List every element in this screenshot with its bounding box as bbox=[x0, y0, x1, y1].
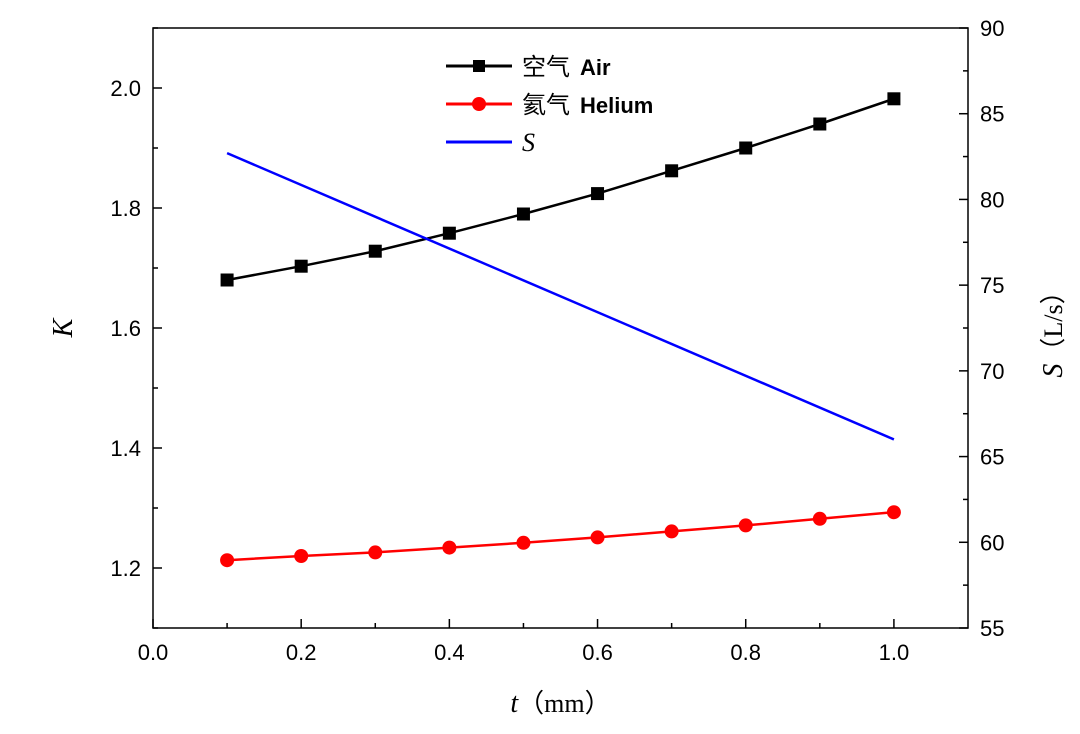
data-point bbox=[294, 259, 308, 273]
y-right-tick-label: 55 bbox=[980, 616, 1004, 641]
legend-label-air-cn: 空气 bbox=[522, 53, 570, 81]
data-point bbox=[368, 545, 383, 560]
series-line bbox=[226, 97, 895, 282]
series-line bbox=[226, 151, 895, 441]
x-tick-label: 0.2 bbox=[286, 640, 317, 665]
legend: 空气 Air 氦气 Helium S bbox=[446, 53, 653, 157]
data-point bbox=[813, 117, 827, 131]
legend-marker-air bbox=[473, 60, 485, 72]
x-tick-label: 0.8 bbox=[730, 640, 761, 665]
legend-label-helium: 氦气 Helium bbox=[522, 91, 653, 119]
y-left-tick-label: 1.6 bbox=[110, 316, 141, 341]
y-right-axis-title-unit: （L/s） bbox=[1039, 278, 1068, 363]
data-point bbox=[220, 273, 234, 287]
legend-item-s: S bbox=[446, 128, 535, 157]
y-axis-right: 55 60 65 70 75 80 85 90 bbox=[959, 16, 1004, 641]
series-layer bbox=[220, 92, 901, 568]
data-point bbox=[516, 207, 530, 221]
data-point bbox=[516, 535, 531, 550]
y-right-tick-label: 60 bbox=[980, 530, 1004, 555]
y-right-tick-label: 80 bbox=[980, 187, 1004, 212]
data-point bbox=[590, 530, 605, 545]
data-point bbox=[294, 549, 309, 563]
data-point bbox=[665, 164, 679, 178]
y-left-tick-label: 1.2 bbox=[110, 556, 141, 581]
y-right-tick-label: 65 bbox=[980, 445, 1004, 470]
y-right-tick-label: 85 bbox=[980, 102, 1004, 127]
x-tick-label: 0.0 bbox=[138, 640, 169, 665]
y-right-axis-title-var: S bbox=[1038, 364, 1069, 378]
legend-item-helium: 氦气 Helium bbox=[446, 91, 653, 119]
data-point bbox=[442, 540, 457, 555]
y-left-axis-title: K bbox=[48, 317, 79, 338]
y-left-tick-label: 2.0 bbox=[110, 76, 141, 101]
x-axis-title-var: t bbox=[510, 688, 519, 719]
series-air bbox=[220, 92, 901, 287]
data-point bbox=[886, 505, 901, 520]
data-point bbox=[738, 518, 753, 533]
legend-item-air: 空气 Air bbox=[446, 53, 611, 81]
legend-marker-helium bbox=[472, 97, 486, 111]
series-helium bbox=[220, 505, 901, 568]
legend-label-air-en: Air bbox=[580, 55, 611, 80]
legend-label-s: S bbox=[522, 128, 535, 157]
series-line bbox=[227, 510, 895, 562]
y-right-tick-label: 70 bbox=[980, 359, 1004, 384]
y-axis-left: 1.2 1.4 1.6 1.8 2.0 bbox=[110, 27, 162, 629]
x-axis-title-unit: （mm） bbox=[518, 689, 610, 718]
series-s bbox=[226, 151, 895, 441]
x-tick-label: 0.6 bbox=[582, 640, 613, 665]
data-point bbox=[368, 244, 382, 258]
y-right-axis-title: S（L/s） bbox=[1038, 278, 1069, 377]
data-point bbox=[220, 553, 235, 568]
y-left-tick-label: 1.8 bbox=[110, 196, 141, 221]
data-point bbox=[664, 524, 679, 539]
x-axis-title: t（mm） bbox=[510, 688, 610, 719]
y-right-tick-label: 90 bbox=[980, 16, 1004, 41]
legend-label-helium-en: Helium bbox=[580, 93, 653, 118]
x-tick-label: 1.0 bbox=[879, 640, 910, 665]
x-tick-label: 0.4 bbox=[434, 640, 465, 665]
y-left-tick-label: 1.4 bbox=[110, 436, 141, 461]
data-point bbox=[442, 226, 456, 240]
data-point bbox=[591, 187, 605, 201]
data-point bbox=[812, 511, 827, 526]
y-right-tick-label: 75 bbox=[980, 273, 1004, 298]
legend-label-air: 空气 Air bbox=[522, 53, 611, 81]
data-point bbox=[887, 92, 901, 106]
legend-label-helium-cn: 氦气 bbox=[522, 91, 570, 119]
data-point bbox=[739, 141, 753, 155]
x-axis: 0.0 0.2 0.4 0.6 0.8 1.0 bbox=[138, 619, 910, 665]
